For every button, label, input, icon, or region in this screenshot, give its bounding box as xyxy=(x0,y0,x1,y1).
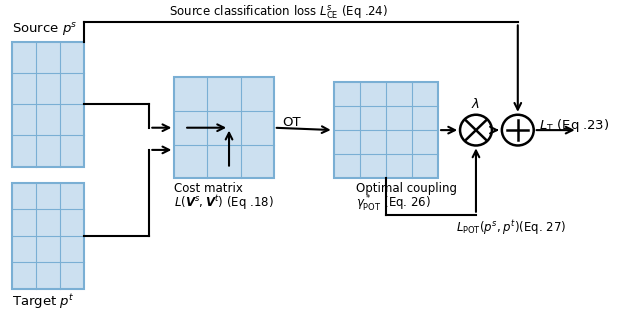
Text: $L(\boldsymbol{V}^s,\boldsymbol{V}^t)$ (Eq .18): $L(\boldsymbol{V}^s,\boldsymbol{V}^t)$ (… xyxy=(174,193,274,212)
Text: Source classification loss $L^s_{\mathrm{CE}}$ (Eq .24): Source classification loss $L^s_{\mathrm… xyxy=(170,3,388,20)
Text: $L_{\mathrm{T}}$ (Eq .23): $L_{\mathrm{T}}$ (Eq .23) xyxy=(539,117,609,134)
Text: Cost matrix: Cost matrix xyxy=(174,182,243,195)
Text: $\lambda$: $\lambda$ xyxy=(472,97,480,111)
Bar xyxy=(12,42,84,167)
Bar xyxy=(174,77,274,178)
Text: $\gamma^*_{\mathrm{POT}}$ (Eq. 26): $\gamma^*_{\mathrm{POT}}$ (Eq. 26) xyxy=(356,193,431,214)
Text: $L_{\mathrm{POT}}(p^s,p^t)$(Eq. 27): $L_{\mathrm{POT}}(p^s,p^t)$(Eq. 27) xyxy=(456,219,566,237)
Text: Optimal coupling: Optimal coupling xyxy=(356,182,457,195)
Bar xyxy=(12,183,84,289)
Text: OT: OT xyxy=(282,116,300,129)
Bar xyxy=(333,82,438,178)
Text: Source $p^s$: Source $p^s$ xyxy=(12,21,78,38)
Text: Target $p^t$: Target $p^t$ xyxy=(12,293,75,311)
